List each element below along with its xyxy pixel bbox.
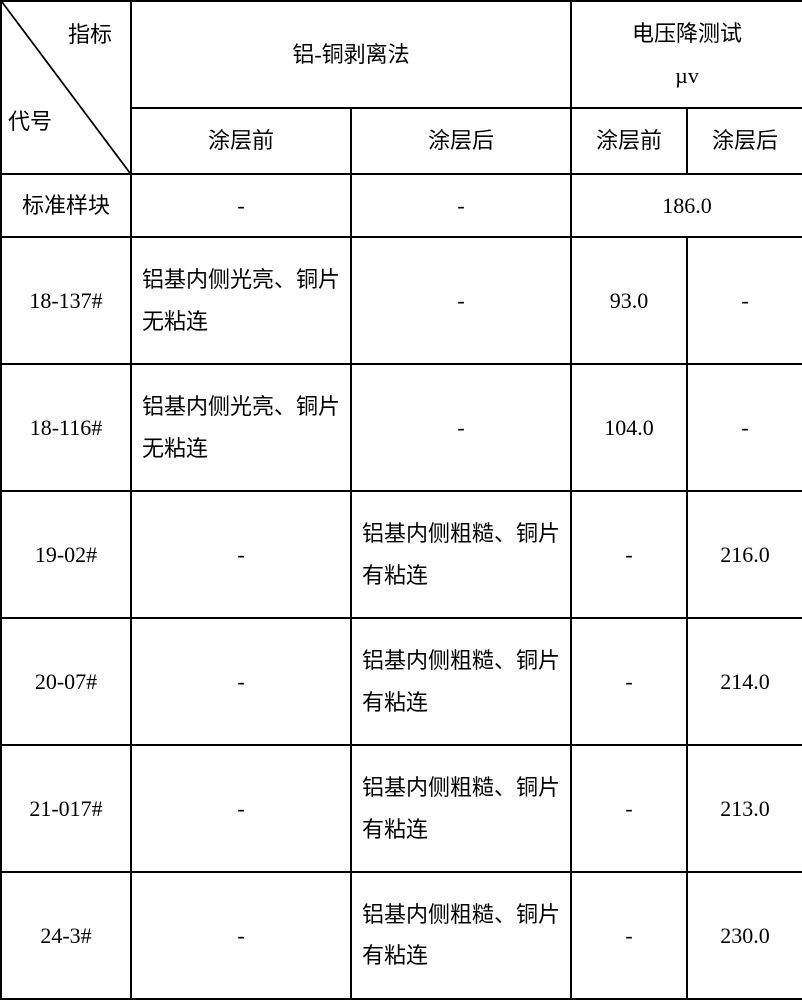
table-row: 20-07# - 铝基内侧粗糙、铜片有粘连 - 214.0 — [1, 618, 802, 745]
diag-header-top: 指标 — [68, 14, 112, 56]
sub-header-method-before: 涂层前 — [131, 108, 351, 174]
code-cell: 标准样块 — [1, 174, 131, 237]
voltage-before-cell: - — [571, 618, 687, 745]
sub-header-voltage-before: 涂层前 — [571, 108, 687, 174]
voltage-before-cell: - — [571, 745, 687, 872]
voltage-after-cell: 213.0 — [687, 745, 802, 872]
code-cell: 21-017# — [1, 745, 131, 872]
method-after-cell: 铝基内侧粗糙、铜片有粘连 — [351, 872, 571, 999]
voltage-before-cell: - — [571, 872, 687, 999]
method-group-header: 铝-铜剥离法 — [131, 1, 571, 108]
code-cell: 19-02# — [1, 491, 131, 618]
diagonal-header-cell: 指标 代号 — [1, 1, 131, 174]
voltage-after-cell: 214.0 — [687, 618, 802, 745]
table-container: 指标 代号 铝-铜剥离法 电压降测试 µv 涂层前 涂层后 涂层前 涂层后 标准… — [0, 0, 802, 1000]
method-before-cell: - — [131, 872, 351, 999]
table-row: 18-116# 铝基内侧光亮、铜片无粘连 - 104.0 - — [1, 364, 802, 491]
method-before-cell: 铝基内侧光亮、铜片无粘连 — [131, 364, 351, 491]
method-after-cell: - — [351, 174, 571, 237]
table-row: 21-017# - 铝基内侧粗糙、铜片有粘连 - 213.0 — [1, 745, 802, 872]
method-before-cell: - — [131, 491, 351, 618]
diag-header-bottom: 代号 — [8, 101, 52, 143]
voltage-after-cell: - — [687, 364, 802, 491]
sub-header-method-after: 涂层后 — [351, 108, 571, 174]
voltage-group-line2: µv — [576, 55, 798, 97]
method-before-cell: - — [131, 174, 351, 237]
table-row: 24-3# - 铝基内侧粗糙、铜片有粘连 - 230.0 — [1, 872, 802, 999]
voltage-after-cell: 230.0 — [687, 872, 802, 999]
method-after-cell: - — [351, 364, 571, 491]
method-after-cell: 铝基内侧粗糙、铜片有粘连 — [351, 491, 571, 618]
table-row: 19-02# - 铝基内侧粗糙、铜片有粘连 - 216.0 — [1, 491, 802, 618]
voltage-after-cell: 216.0 — [687, 491, 802, 618]
method-after-cell: - — [351, 237, 571, 364]
code-cell: 24-3# — [1, 872, 131, 999]
table-row: 18-137# 铝基内侧光亮、铜片无粘连 - 93.0 - — [1, 237, 802, 364]
method-before-cell: - — [131, 618, 351, 745]
voltage-group-header: 电压降测试 µv — [571, 1, 802, 108]
sub-header-voltage-after: 涂层后 — [687, 108, 802, 174]
method-before-cell: - — [131, 745, 351, 872]
table-header-row-1: 指标 代号 铝-铜剥离法 电压降测试 µv — [1, 1, 802, 108]
method-before-cell: 铝基内侧光亮、铜片无粘连 — [131, 237, 351, 364]
table-row: 标准样块 - - 186.0 — [1, 174, 802, 237]
code-cell: 20-07# — [1, 618, 131, 745]
method-after-cell: 铝基内侧粗糙、铜片有粘连 — [351, 618, 571, 745]
voltage-after-cell: - — [687, 237, 802, 364]
code-cell: 18-137# — [1, 237, 131, 364]
voltage-before-cell: 104.0 — [571, 364, 687, 491]
voltage-before-cell: - — [571, 491, 687, 618]
voltage-before-cell: 93.0 — [571, 237, 687, 364]
data-table: 指标 代号 铝-铜剥离法 电压降测试 µv 涂层前 涂层后 涂层前 涂层后 标准… — [0, 0, 802, 1000]
method-after-cell: 铝基内侧粗糙、铜片有粘连 — [351, 745, 571, 872]
voltage-group-line1: 电压降测试 — [576, 13, 798, 55]
code-cell: 18-116# — [1, 364, 131, 491]
voltage-merged-cell: 186.0 — [571, 174, 802, 237]
